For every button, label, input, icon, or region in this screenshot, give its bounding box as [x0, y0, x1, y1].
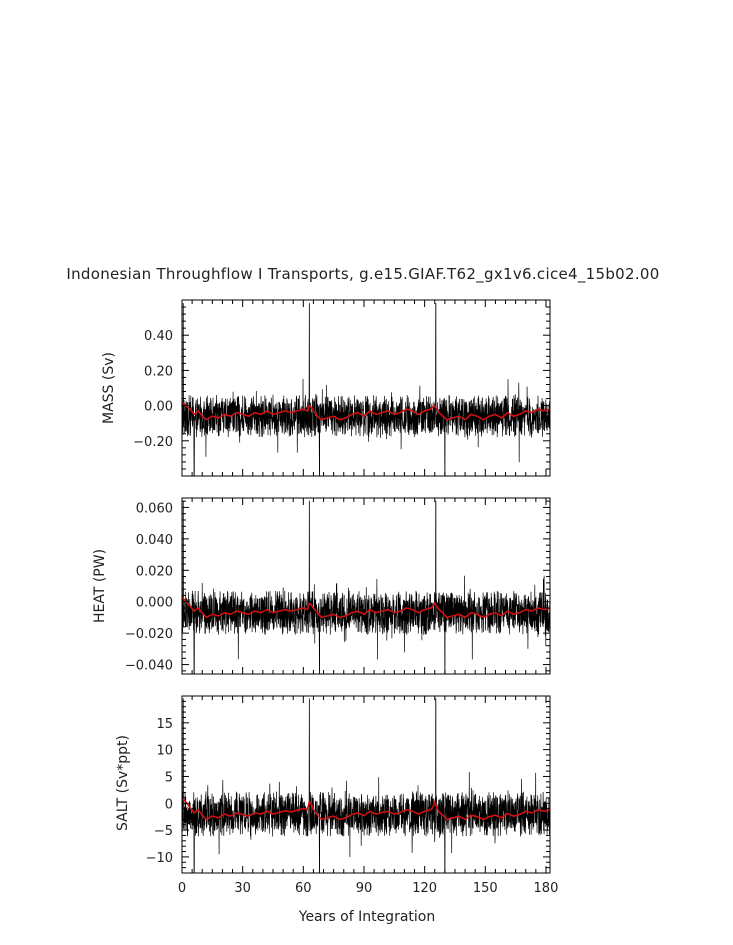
y-tick-label: 0: [165, 797, 173, 812]
x-axis-label: Years of Integration: [298, 909, 435, 925]
x-tick-label: 60: [295, 881, 312, 896]
annual-mean-series-line: [181, 401, 551, 421]
monthly-series-line: [181, 500, 551, 675]
y-tick-label: −5: [154, 824, 173, 839]
y-tick-label: 0.40: [144, 329, 173, 344]
annual-mean-series-line: [181, 596, 551, 619]
y-tick-label: 0.040: [136, 533, 173, 548]
y-tick-label: 0.00: [144, 400, 173, 415]
y-tick-label: −0.020: [125, 627, 173, 642]
plot-frame: [181, 299, 551, 477]
x-tick-label: 180: [534, 881, 559, 896]
x-tick-label: 150: [473, 881, 498, 896]
annual-mean-series-line: [181, 797, 551, 821]
y-tick-label: 5: [165, 770, 173, 785]
x-tick-label: 120: [412, 881, 437, 896]
plot-frame: [181, 497, 551, 675]
y-tick-label: 0.000: [136, 596, 173, 611]
heat-y-axis-label: HEAT (PW): [92, 549, 108, 623]
y-tick-label: 15: [156, 717, 173, 732]
heat-plot-area: −0.040 −0.020 0.000 0.020 0.040 0.060: [125, 497, 551, 675]
panel-mass: −0.20 0.00 0.20 0.40 MASS (Sv): [101, 299, 551, 477]
y-tick-label: −10: [146, 851, 173, 866]
y-tick-label: −0.20: [133, 435, 173, 450]
monthly-series-line: [181, 303, 551, 477]
salt-y-axis-label: SALT (Sv*ppt): [115, 735, 131, 831]
plot-frame: [181, 695, 551, 874]
y-tick-label: 0.20: [144, 364, 173, 379]
panel-heat: −0.040 −0.020 0.000 0.020 0.040 0.060 HEAT (P…: [92, 497, 551, 675]
x-tick-label: 90: [356, 881, 373, 896]
y-tick-label: 0.060: [136, 501, 173, 516]
y-tick-label: −0.040: [125, 659, 173, 674]
monthly-series-line: [181, 698, 551, 874]
x-tick-label: 0: [178, 881, 186, 896]
mass-y-axis-label: MASS (Sv): [101, 352, 117, 424]
x-tick-label: 30: [234, 881, 251, 896]
y-tick-label: 0.020: [136, 564, 173, 579]
figure-title: Indonesian Throughflow I Transports, g.e…: [66, 265, 659, 284]
y-tick-label: 10: [156, 744, 173, 759]
mass-plot-area: −0.20 0.00 0.20 0.40: [133, 299, 551, 477]
